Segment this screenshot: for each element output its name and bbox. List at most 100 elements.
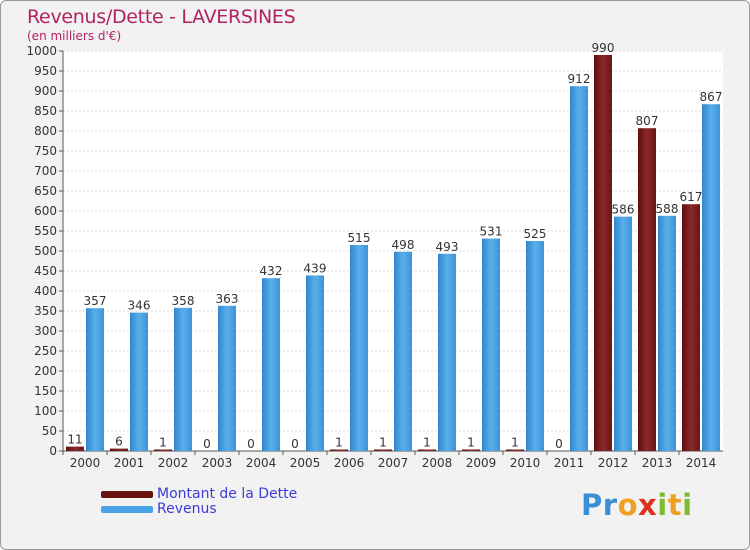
y-tick-label: 350	[34, 304, 57, 318]
bar-dette	[638, 128, 656, 451]
legend-label-revenus: Revenus	[157, 501, 217, 517]
logo-letter: x	[638, 488, 658, 522]
x-tick-label: 2005	[290, 456, 321, 470]
x-tick-label: 2013	[642, 456, 673, 470]
y-tick-label: 250	[34, 344, 57, 358]
x-tick-label: 2000	[70, 456, 101, 470]
y-tick-label: 0	[49, 444, 57, 458]
x-tick-label: 2012	[598, 456, 629, 470]
data-label: 515	[348, 231, 371, 245]
y-tick-label: 750	[34, 144, 57, 158]
data-label: 807	[636, 114, 659, 128]
y-tick-label: 650	[34, 184, 57, 198]
data-label: 1	[335, 436, 343, 450]
bar-revenus	[130, 312, 148, 451]
data-label: 912	[568, 72, 591, 86]
y-tick-label: 900	[34, 84, 57, 98]
x-tick-label: 2003	[202, 456, 233, 470]
data-label: 1	[511, 436, 519, 450]
y-tick-label: 600	[34, 204, 57, 218]
x-tick-label: 2007	[378, 456, 409, 470]
legend-swatch-revenus	[101, 506, 153, 513]
logo-letter: o	[617, 488, 639, 522]
bar-dette	[330, 449, 348, 451]
bar-dette	[66, 446, 84, 451]
x-tick-label: 2014	[686, 456, 717, 470]
y-tick-label: 150	[34, 384, 57, 398]
bar-dette	[110, 448, 128, 451]
data-label: 0	[203, 437, 211, 451]
data-label: 586	[612, 203, 635, 217]
data-label: 990	[592, 41, 615, 55]
data-label: 531	[480, 225, 503, 239]
y-tick-label: 950	[34, 64, 57, 78]
x-tick-label: 2002	[158, 456, 189, 470]
data-label: 439	[304, 261, 327, 275]
data-label: 525	[524, 227, 547, 241]
bar-dette	[682, 204, 700, 451]
x-tick-label: 2001	[114, 456, 145, 470]
y-tick-label: 700	[34, 164, 57, 178]
bar-revenus	[86, 308, 104, 451]
y-tick-label: 200	[34, 364, 57, 378]
data-label: 1	[423, 436, 431, 450]
x-tick-label: 2009	[466, 456, 497, 470]
x-tick-label: 2010	[510, 456, 541, 470]
data-label: 617	[680, 190, 703, 204]
data-label: 0	[555, 437, 563, 451]
bar-revenus	[614, 216, 632, 451]
bar-revenus	[218, 305, 236, 451]
bar-revenus	[306, 275, 324, 451]
data-label: 1	[467, 436, 475, 450]
chart-title: Revenus/Dette - LAVERSINES	[27, 6, 296, 28]
bar-dette	[594, 55, 612, 451]
data-label: 363	[216, 292, 239, 306]
data-label: 867	[700, 90, 723, 104]
logo-letter: i	[657, 488, 668, 522]
data-label: 498	[392, 238, 415, 252]
logo-letter: t	[667, 488, 683, 522]
bar-dette	[154, 449, 172, 451]
bar-dette	[418, 449, 436, 451]
logo-letter: P	[581, 488, 603, 522]
data-label: 0	[291, 437, 299, 451]
bar-revenus	[570, 86, 588, 451]
x-tick-label: 2004	[246, 456, 277, 470]
bar-revenus	[702, 104, 720, 451]
data-label: 493	[436, 240, 459, 254]
y-tick-label: 850	[34, 104, 57, 118]
bar-revenus	[262, 278, 280, 451]
data-label: 1	[379, 436, 387, 450]
data-label: 357	[84, 294, 107, 308]
bar-revenus	[394, 251, 412, 451]
bar-revenus	[482, 238, 500, 451]
bar-dette	[374, 449, 392, 451]
bar-dette	[506, 449, 524, 451]
data-label: 358	[172, 294, 195, 308]
bar-revenus	[350, 245, 368, 451]
y-tick-label: 300	[34, 324, 57, 338]
data-label: 6	[115, 435, 123, 449]
bar-revenus	[438, 253, 456, 451]
x-tick-label: 2011	[554, 456, 585, 470]
x-tick-label: 2006	[334, 456, 365, 470]
data-label: 1	[159, 436, 167, 450]
y-tick-label: 800	[34, 124, 57, 138]
chart-subtitle: (en milliers d'€)	[27, 29, 122, 43]
x-tick-label: 2008	[422, 456, 453, 470]
data-label: 11	[67, 433, 82, 447]
y-tick-label: 450	[34, 264, 57, 278]
bar-revenus	[658, 215, 676, 451]
logo-letter: r	[602, 488, 618, 522]
logo-letter: i	[682, 488, 693, 522]
y-tick-label: 50	[42, 424, 57, 438]
bar-dette	[462, 449, 480, 451]
y-tick-label: 100	[34, 404, 57, 418]
y-tick-label: 1000	[26, 44, 57, 58]
y-tick-label: 400	[34, 284, 57, 298]
data-label: 588	[656, 202, 679, 216]
y-tick-label: 500	[34, 244, 57, 258]
legend-swatch-dette	[101, 491, 153, 498]
